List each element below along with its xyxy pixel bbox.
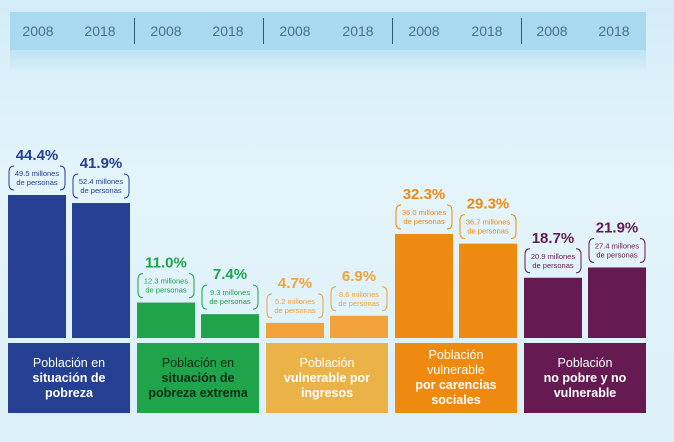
value-label: 6.9%	[342, 268, 376, 285]
value-label: 11.0%	[145, 255, 187, 272]
value-label: 18.7%	[532, 230, 575, 247]
year-label: 2008	[150, 23, 182, 39]
category-label-box: Población en situación de pobreza extrema	[137, 343, 259, 413]
millions-label: 12.3 millones	[144, 277, 188, 286]
millions-label: de personas	[403, 217, 445, 226]
bar-2018	[330, 315, 388, 338]
year-label: 2008	[408, 23, 440, 39]
year-header: 2008 2018 2008 2018 2008 2018 2008 2018 …	[10, 12, 646, 50]
bracket	[266, 293, 324, 319]
bracket	[330, 286, 388, 312]
divider	[392, 18, 393, 44]
bar-2008	[266, 322, 324, 338]
category-label-box: Población no pobre y no vulnerable	[524, 343, 646, 413]
value-label: 32.3%	[403, 186, 446, 203]
year-label: 2018	[342, 23, 374, 39]
value-label: 21.9%	[596, 219, 639, 236]
bar-2018	[588, 267, 646, 338]
category-label-line2: no pobre y no vulnerable	[543, 370, 627, 400]
bar-2018	[459, 243, 517, 338]
category-label-box: Población en situación de pobreza	[8, 343, 130, 413]
bracket	[395, 204, 453, 230]
category-label-line2: vulnerable por ingresos	[283, 370, 371, 400]
bar-2018	[201, 314, 259, 338]
millions-label: de personas	[80, 186, 122, 195]
year-label: 2018	[212, 23, 244, 39]
millions-label: de personas	[467, 227, 509, 236]
millions-label: 36.7 millones	[466, 218, 510, 227]
value-label: 4.7%	[278, 275, 312, 292]
bracket	[8, 165, 66, 191]
year-label: 2008	[279, 23, 311, 39]
year-label: 2018	[84, 23, 116, 39]
category-label-line1: Población	[557, 355, 613, 370]
bar-2008	[137, 302, 195, 338]
bracket	[201, 284, 259, 310]
bar-2008	[524, 277, 582, 338]
bracket	[72, 173, 130, 199]
year-label: 2008	[22, 23, 54, 39]
bracket	[524, 248, 582, 274]
millions-label: de personas	[145, 286, 187, 295]
millions-label: 49.5 millones	[15, 169, 59, 178]
bar-2008	[8, 195, 66, 338]
millions-label: de personas	[274, 306, 316, 315]
year-label: 2008	[536, 23, 568, 39]
bracket	[588, 237, 646, 263]
bracket	[459, 214, 517, 240]
category-label-line1: Población en	[161, 355, 235, 370]
value-label: 41.9%	[80, 155, 123, 172]
bar-2008	[395, 233, 453, 338]
divider	[134, 18, 135, 44]
millions-label: 5.2 millones	[275, 297, 315, 306]
category-label-line1: Población	[299, 355, 355, 370]
millions-label: de personas	[338, 299, 380, 308]
category-label-line1: Población en	[32, 355, 106, 370]
millions-label: 52.4 millones	[79, 177, 123, 186]
category-label-line2: situación de pobreza	[32, 370, 106, 400]
millions-label: 36.0 millones	[402, 208, 446, 217]
category-label-box: Población vulnerable por carencias social…	[395, 343, 517, 413]
value-label: 29.3%	[467, 196, 510, 213]
millions-label: 9.3 millones	[210, 288, 250, 297]
header-shadow-band	[10, 50, 646, 72]
millions-label: de personas	[16, 178, 58, 187]
divider	[521, 18, 522, 44]
category-label-box: Población vulnerable por ingresos	[266, 343, 388, 413]
value-label: 44.4%	[16, 147, 59, 164]
millions-label: 20.9 millones	[531, 252, 575, 261]
bar-2018	[72, 203, 130, 338]
millions-label: de personas	[596, 250, 638, 259]
category-label-line2: por carencias sociales	[415, 378, 497, 407]
category-label-line1: Población vulnerable	[427, 348, 485, 377]
divider	[263, 18, 264, 44]
millions-label: 27.4 millones	[595, 241, 639, 250]
millions-label: 8.6 millones	[339, 290, 379, 299]
millions-label: de personas	[209, 297, 251, 306]
bracket	[137, 273, 195, 299]
category-label-line2: situación de pobreza extrema	[148, 370, 248, 400]
year-label: 2018	[598, 23, 630, 39]
millions-label: de personas	[532, 261, 574, 270]
year-label: 2018	[471, 23, 503, 39]
value-label: 7.4%	[213, 266, 247, 283]
